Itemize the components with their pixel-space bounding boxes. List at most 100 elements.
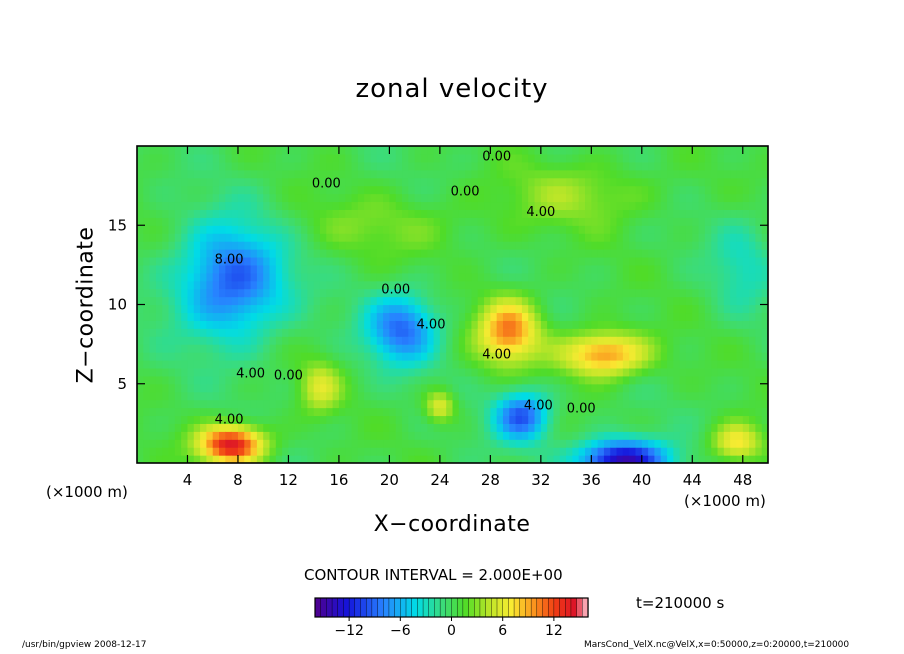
field-cell (648, 272, 656, 282)
field-cell (307, 249, 315, 258)
field-cell (749, 146, 756, 155)
colorbar-swatch (456, 597, 464, 618)
field-cell (458, 439, 466, 448)
field-cell (742, 312, 750, 321)
field-cell (162, 375, 170, 385)
field-cell (698, 328, 706, 337)
field-cell (553, 375, 561, 385)
field-cell (288, 272, 296, 282)
field-cell (540, 146, 548, 155)
field-cell (370, 264, 378, 274)
field-cell (168, 193, 176, 203)
field-cell (673, 320, 681, 329)
field-cell (521, 320, 529, 329)
field-cell (237, 296, 245, 306)
field-cell (439, 328, 447, 337)
field-cell (685, 146, 693, 155)
field-cell (389, 146, 397, 155)
field-cell (635, 447, 643, 456)
field-cell (364, 225, 372, 234)
field-cell (711, 288, 719, 298)
field-cell (364, 177, 372, 187)
field-cell (408, 249, 416, 258)
field-cell (275, 328, 283, 337)
field-cell (433, 296, 441, 306)
field-cell (433, 399, 441, 409)
field-cell (471, 249, 479, 258)
field-cell (389, 359, 397, 369)
field-cell (225, 217, 233, 226)
field-cell (288, 336, 296, 345)
field-cell (540, 185, 548, 195)
field-cell (484, 233, 491, 242)
field-cell (162, 383, 170, 393)
field-cell (427, 241, 435, 250)
field-cell (547, 153, 555, 163)
field-cell (641, 399, 649, 409)
field-cell (408, 391, 416, 401)
field-cell (307, 225, 315, 234)
field-cell (193, 344, 201, 353)
field-cell (465, 225, 473, 234)
field-cell (717, 288, 725, 298)
field-cell (357, 423, 365, 432)
field-cell (263, 288, 271, 298)
field-cell (433, 193, 441, 203)
field-cell (515, 256, 523, 266)
field-cell (288, 264, 296, 274)
field-cell (326, 264, 334, 274)
field-cell (395, 161, 403, 171)
field-cell (269, 359, 277, 369)
field-cell (591, 304, 599, 314)
field-cell (515, 264, 523, 274)
field-cell (528, 264, 536, 274)
field-cell (351, 359, 359, 369)
field-cell (269, 312, 277, 321)
field-cell (477, 447, 485, 456)
field-cell (698, 407, 706, 417)
field-cell (364, 423, 372, 432)
field-cell (231, 375, 239, 385)
field-cell (553, 312, 561, 321)
field-cell (648, 304, 656, 314)
field-cell (755, 320, 763, 329)
field-cell (143, 272, 151, 282)
field-cell (357, 264, 365, 274)
field-cell (547, 161, 555, 171)
field-cell (408, 336, 416, 345)
field-cell (433, 241, 441, 250)
field-cell (225, 241, 233, 250)
field-cell (477, 431, 485, 440)
field-cell (730, 233, 738, 242)
field-cell (572, 455, 580, 463)
field-cell (654, 169, 662, 179)
field-cell (351, 367, 359, 377)
field-cell (256, 153, 264, 163)
field-cell (622, 256, 630, 266)
field-cell (528, 447, 536, 456)
field-cell (521, 264, 529, 274)
field-cell (490, 256, 498, 266)
field-cell (313, 177, 321, 187)
field-cell (376, 344, 384, 353)
field-cell (572, 169, 580, 179)
field-cell (704, 423, 712, 432)
colorbar-swatch (445, 597, 453, 618)
field-cell (717, 312, 725, 321)
field-cell (496, 320, 504, 329)
field-cell (761, 447, 768, 456)
field-cell (155, 439, 163, 448)
field-cell (471, 146, 479, 155)
field-cell (654, 249, 662, 258)
field-cell (452, 399, 460, 409)
field-cell (332, 391, 340, 401)
field-cell (465, 280, 473, 290)
field-cell (395, 217, 403, 226)
field-cell (414, 367, 422, 377)
field-cell (402, 241, 409, 250)
field-cell (143, 391, 151, 401)
field-cell (610, 241, 618, 250)
field-cell (193, 304, 201, 314)
field-cell (345, 288, 353, 298)
x-tick-label: 4 (183, 471, 193, 489)
